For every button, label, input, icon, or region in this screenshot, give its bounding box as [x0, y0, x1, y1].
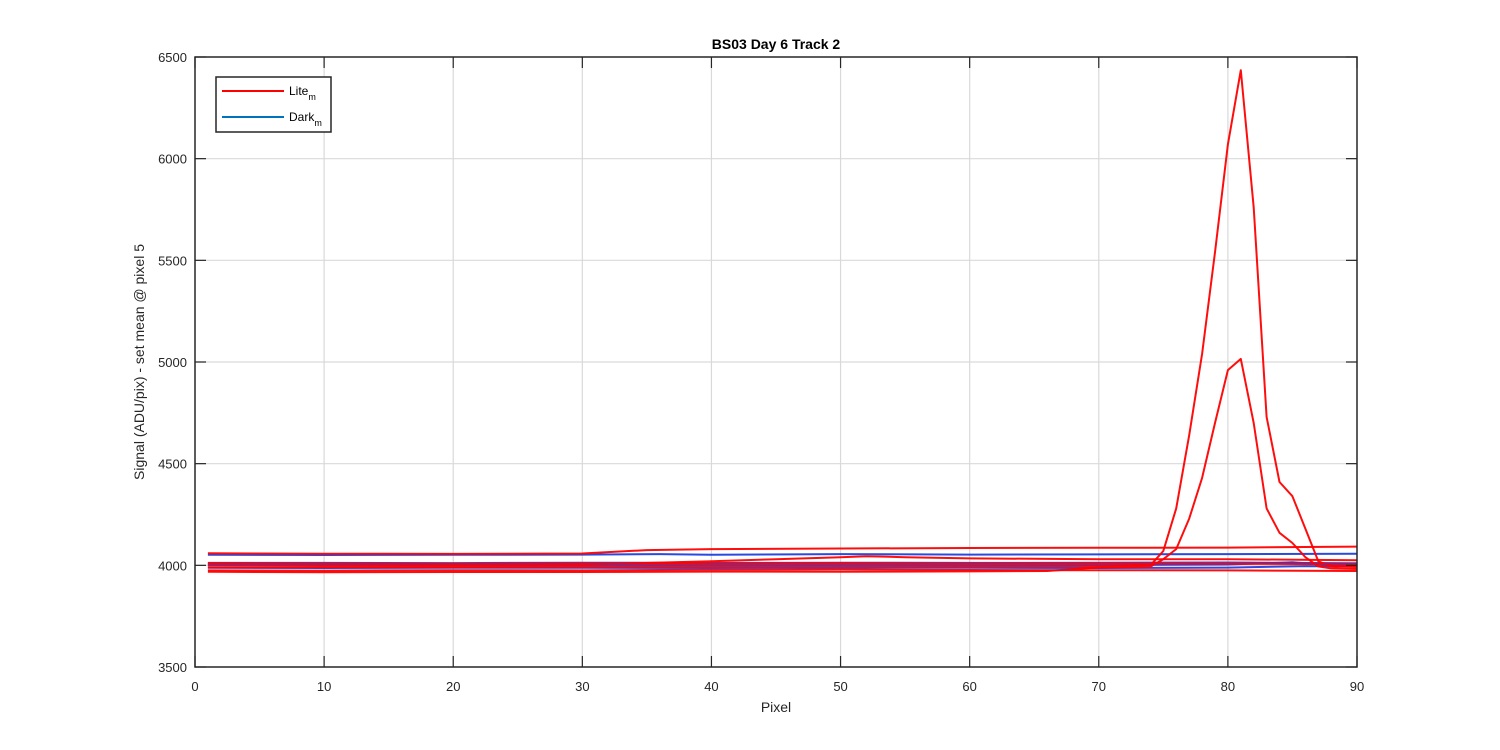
- x-tick-label: 20: [446, 679, 460, 694]
- series-line: [207, 545, 1358, 555]
- y-tick-label: 5500: [158, 253, 187, 268]
- y-tick-label: 5000: [158, 355, 187, 370]
- legend-label-dark: Darkm: [289, 110, 322, 128]
- y-axis-label: Signal (ADU/pix) - set mean @ pixel 5: [131, 244, 147, 480]
- series-line: [207, 568, 1358, 572]
- chart-title: BS03 Day 6 Track 2: [712, 36, 841, 52]
- y-tick-label: 6000: [158, 152, 187, 167]
- series-line: [207, 357, 1358, 574]
- x-tick-label: 50: [833, 679, 847, 694]
- y-tick-label: 3500: [158, 660, 187, 675]
- y-tick-label: 4000: [158, 558, 187, 573]
- axis-ticks: 0 10 20 30 40 50 60 70 80 90 3500 4000 4500 5000 5500 6…: [158, 50, 1364, 694]
- series-layer: [207, 69, 1358, 574]
- legend-label-lite: Litem: [289, 84, 316, 102]
- y-tick-label: 6500: [158, 50, 187, 65]
- y-tick-label: 4500: [158, 457, 187, 472]
- x-tick-label: 90: [1350, 679, 1364, 694]
- x-tick-label: 10: [317, 679, 331, 694]
- x-tick-label: 40: [704, 679, 718, 694]
- series-line: [207, 562, 1358, 566]
- x-tick-label: 30: [575, 679, 589, 694]
- series-line: [207, 69, 1358, 569]
- x-tick-label: 60: [962, 679, 976, 694]
- legend: Litem Darkm: [215, 76, 332, 133]
- x-axis-label: Pixel: [761, 699, 791, 715]
- x-tick-label: 80: [1221, 679, 1235, 694]
- x-tick-label: 0: [191, 679, 198, 694]
- x-tick-label: 70: [1092, 679, 1106, 694]
- series-line: [207, 552, 1358, 556]
- legend-box: [215, 76, 332, 133]
